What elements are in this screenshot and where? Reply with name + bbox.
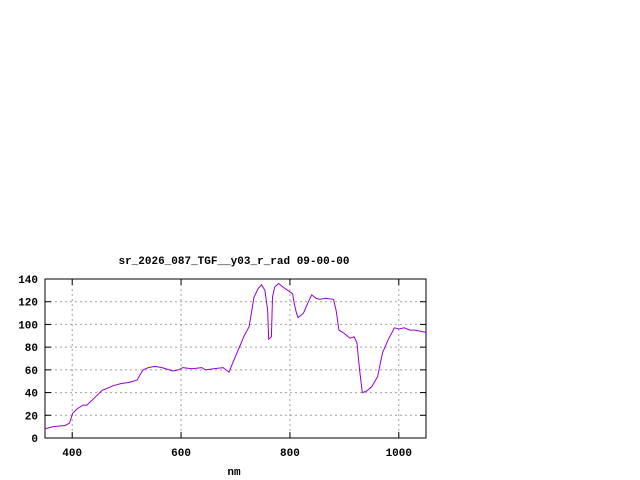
x-axis-label: nm bbox=[227, 467, 241, 479]
y-tick-label: 140 bbox=[18, 275, 38, 287]
x-tick-label: 600 bbox=[171, 448, 191, 460]
y-tick-label: 100 bbox=[18, 320, 38, 332]
x-tick-label: 1000 bbox=[386, 448, 412, 460]
ticks: 0 20 40 60 80 100 120 140 400 600 800 1000 bbox=[18, 275, 426, 460]
y-tick-label: 120 bbox=[18, 298, 38, 310]
y-tick-label: 0 bbox=[31, 434, 38, 446]
grid bbox=[45, 279, 426, 438]
x-tick-label: 400 bbox=[62, 448, 82, 460]
axes bbox=[44, 278, 427, 439]
chart-title: sr_2026_087_TGF__y03_r_rad 09-00-00 bbox=[118, 256, 349, 268]
y-tick-label: 60 bbox=[25, 366, 38, 378]
plot-border bbox=[44, 278, 427, 439]
series-group bbox=[44, 282, 427, 430]
y-tick-label: 40 bbox=[25, 389, 38, 401]
y-tick-label: 80 bbox=[25, 343, 38, 355]
y-tick-label: 20 bbox=[25, 411, 38, 423]
series-line bbox=[44, 282, 427, 430]
x-tick-label: 800 bbox=[280, 448, 300, 460]
